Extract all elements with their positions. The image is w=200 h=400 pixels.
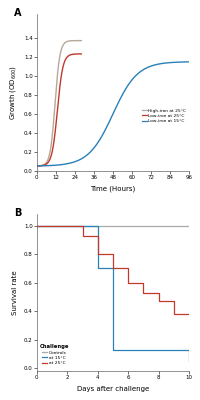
X-axis label: Days after challenge: Days after challenge: [76, 386, 148, 392]
Legend: High-iron at 25°C, Low-iron at 25°C, Low-iron at 15°C: High-iron at 25°C, Low-iron at 25°C, Low…: [141, 108, 186, 124]
Y-axis label: Survival rate: Survival rate: [12, 270, 18, 315]
X-axis label: Time (Hours): Time (Hours): [90, 186, 135, 192]
Legend: Controls, at 15°C, at 25°C: Controls, at 15°C, at 25°C: [39, 344, 69, 366]
Text: A: A: [14, 8, 21, 18]
Text: B: B: [14, 208, 21, 218]
Y-axis label: Growth (OD$_{600}$): Growth (OD$_{600}$): [8, 65, 18, 120]
